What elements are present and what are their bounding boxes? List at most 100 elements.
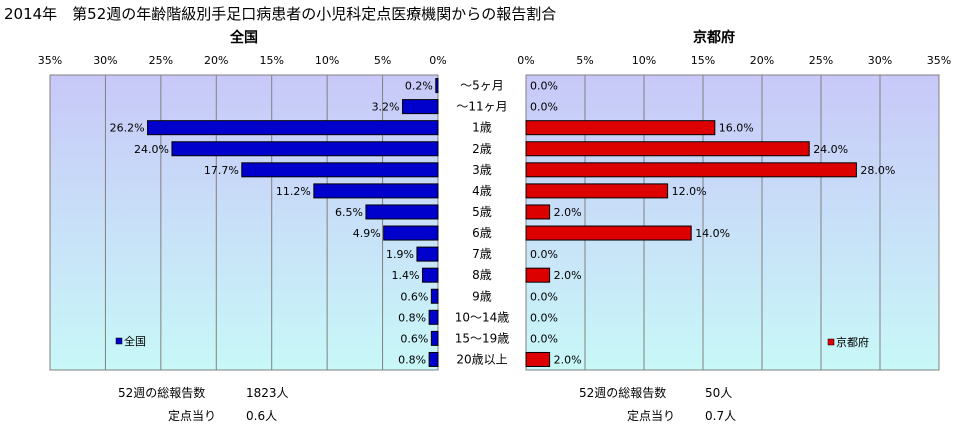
category-label: 7歳 — [472, 247, 492, 261]
left-value-label: 1.4% — [392, 269, 420, 282]
left-bar — [428, 309, 439, 325]
right-summary-total-label: 52週の総報告数 — [579, 385, 666, 400]
right-value-label: 0.0% — [530, 248, 558, 261]
left-value-label: 4.9% — [353, 227, 381, 240]
category-label: 20歳以上 — [456, 352, 507, 366]
right-summary-per-label: 定点当り — [627, 408, 675, 423]
right-value-label: 2.0% — [554, 269, 582, 282]
left-bar — [402, 99, 439, 115]
left-bar — [365, 204, 439, 220]
left-bar — [430, 288, 439, 304]
left-value-label: 17.7% — [204, 164, 239, 177]
left-tick-label: 20% — [204, 54, 228, 67]
left-plot-area — [49, 74, 439, 371]
left-value-label: 0.8% — [398, 353, 426, 366]
left-value-label: 1.9% — [386, 248, 414, 261]
right-tick-label: 20% — [750, 54, 774, 67]
left-value-label: 0.6% — [400, 332, 428, 345]
right-bar — [525, 120, 716, 136]
left-tick-label: 35% — [38, 54, 62, 67]
category-label: 8歳 — [472, 268, 492, 282]
right-summary-total-value: 50人 — [705, 386, 732, 400]
left-tick-label: 30% — [93, 54, 117, 67]
left-value-label: 26.2% — [110, 122, 145, 135]
right-chart-title: 京都府 — [693, 29, 735, 46]
right-value-label: 0.0% — [530, 311, 558, 324]
right-bar — [525, 267, 551, 283]
category-label: 10～14歳 — [455, 310, 510, 324]
left-tick-label: 5% — [374, 54, 391, 67]
right-value-label: 14.0% — [695, 227, 730, 240]
left-bar — [241, 162, 439, 178]
right-tick-label: 10% — [632, 54, 656, 67]
left-chart-title: 全国 — [229, 29, 258, 46]
right-tick-label: 30% — [868, 54, 892, 67]
right-summary-per-value: 0.7人 — [705, 409, 736, 423]
left-summary-total-label: 52週の総報告数 — [118, 385, 205, 400]
left-summary-per-value: 0.6人 — [246, 409, 277, 423]
right-value-label: 0.0% — [530, 332, 558, 345]
right-bar — [525, 183, 669, 199]
category-label: 5歳 — [472, 205, 492, 219]
left-value-label: 3.2% — [372, 101, 400, 114]
left-bar — [421, 267, 439, 283]
right-plot-area — [525, 74, 940, 371]
right-tick-label: 5% — [576, 54, 593, 67]
right-value-label: 0.0% — [530, 290, 558, 303]
left-value-label: 24.0% — [134, 143, 169, 156]
left-legend-swatch — [115, 337, 123, 345]
left-bar — [435, 78, 439, 94]
category-label: 1歳 — [472, 121, 492, 135]
right-bar — [525, 141, 810, 157]
left-bar — [147, 120, 439, 136]
left-summary-total-value: 1823人 — [246, 386, 289, 400]
category-label: ～11ヶ月 — [456, 100, 507, 114]
left-bar — [383, 225, 439, 241]
right-legend-swatch — [827, 338, 835, 346]
right-value-label: 0.0% — [530, 101, 558, 114]
right-bar — [525, 162, 857, 178]
right-tick-label: 25% — [809, 54, 833, 67]
category-label: 9歳 — [472, 289, 492, 303]
left-bar — [428, 351, 439, 367]
category-label: 4歳 — [472, 184, 492, 198]
left-value-label: 0.8% — [398, 311, 426, 324]
category-label: ～5ヶ月 — [460, 79, 504, 93]
left-value-label: 0.2% — [405, 80, 433, 93]
right-tick-label: 15% — [691, 54, 715, 67]
right-bar — [525, 351, 551, 367]
right-bar — [525, 225, 692, 241]
category-label: 6歳 — [472, 226, 492, 240]
right-value-label: 0.0% — [530, 80, 558, 93]
category-label: 2歳 — [472, 142, 492, 156]
left-bar — [171, 141, 439, 157]
left-value-label: 6.5% — [335, 206, 363, 219]
right-value-label: 2.0% — [554, 353, 582, 366]
category-label: 15～19歳 — [455, 331, 510, 345]
left-value-label: 0.6% — [400, 290, 428, 303]
left-bar — [416, 246, 439, 262]
right-value-label: 2.0% — [554, 206, 582, 219]
left-tick-label: 25% — [149, 54, 173, 67]
left-tick-label: 10% — [315, 54, 339, 67]
right-legend: 京都府 — [827, 335, 869, 349]
left-legend: 全国 — [115, 334, 146, 348]
left-bar — [313, 183, 439, 199]
left-tick-label: 0% — [429, 54, 446, 67]
left-summary-per-label: 定点当り — [168, 408, 216, 423]
right-value-label: 24.0% — [813, 143, 848, 156]
right-value-label: 28.0% — [860, 164, 895, 177]
right-tick-label: 0% — [517, 54, 534, 67]
right-bar — [525, 204, 551, 220]
right-tick-label: 35% — [927, 54, 951, 67]
page-title: 2014年 第52週の年齢階級別手足口病患者の小児科定点医療機関からの報告割合 — [4, 5, 556, 23]
category-label: 3歳 — [472, 163, 492, 177]
left-bar — [430, 330, 439, 346]
left-legend-label: 全国 — [124, 334, 146, 348]
left-tick-label: 15% — [259, 54, 283, 67]
right-value-label: 16.0% — [719, 122, 754, 135]
left-value-label: 11.2% — [276, 185, 311, 198]
right-legend-label: 京都府 — [836, 335, 869, 349]
right-value-label: 12.0% — [672, 185, 707, 198]
